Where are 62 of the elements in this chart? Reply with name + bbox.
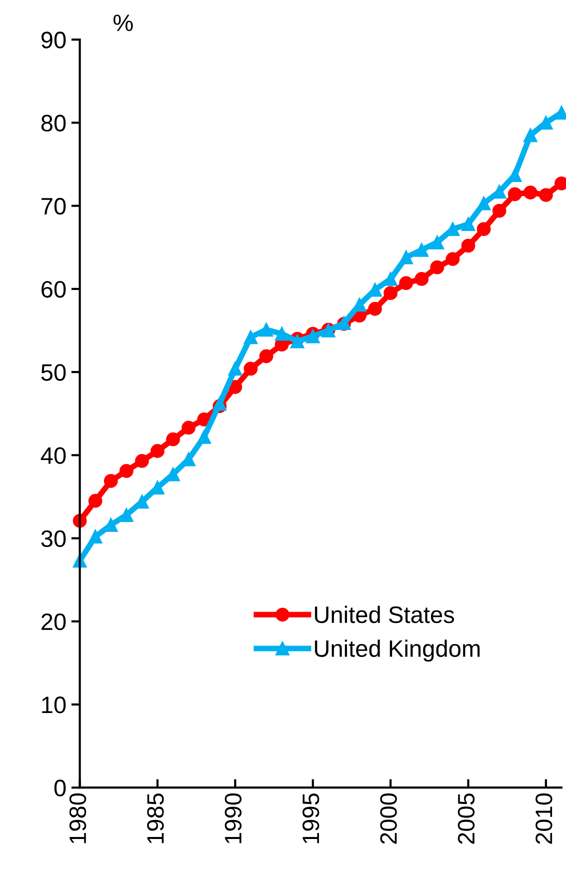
- point: [461, 238, 476, 253]
- legend-label: United States: [314, 606, 454, 624]
- point: [399, 250, 414, 264]
- point: [135, 454, 149, 468]
- y-tick-label: 90: [41, 32, 66, 48]
- y-tick-label: 40: [40, 447, 66, 464]
- point: [430, 260, 444, 274]
- point: [104, 474, 118, 488]
- point: [228, 362, 242, 376]
- point: [259, 349, 274, 364]
- point: [119, 508, 134, 522]
- x-tick-label: 2000: [380, 793, 397, 844]
- point: [306, 329, 320, 344]
- y-tick-label: 60: [42, 281, 66, 298]
- point: [290, 334, 304, 348]
- y-axis-title: %: [114, 14, 133, 32]
- point: [166, 432, 180, 446]
- x-tick-label: 2010: [536, 793, 552, 844]
- point: [119, 464, 134, 478]
- y-tick-label: 80: [41, 114, 66, 132]
- point: [182, 420, 196, 435]
- y-tick-label: 70: [42, 198, 66, 215]
- point: [492, 204, 506, 218]
- point: [508, 187, 522, 202]
- x-tick-label: 1995: [302, 793, 320, 844]
- point: [446, 252, 460, 266]
- point: [259, 322, 274, 337]
- point: [197, 412, 212, 426]
- y-tick-label: 0: [54, 780, 66, 796]
- point: [384, 286, 398, 300]
- point: [492, 184, 506, 199]
- point: [197, 430, 212, 444]
- y-tick-label: 10: [42, 696, 66, 714]
- point: [523, 186, 538, 200]
- point: [538, 188, 553, 202]
- point: [476, 222, 491, 236]
- point: [212, 396, 227, 411]
- point: [414, 242, 429, 257]
- point: [368, 302, 382, 316]
- point: [352, 298, 366, 312]
- point: [476, 196, 491, 210]
- point: [244, 330, 258, 344]
- point: [88, 530, 102, 544]
- point: [430, 235, 444, 250]
- point: [523, 128, 538, 142]
- y-tick-label: 20: [42, 613, 66, 630]
- x-tick-label: 1990: [224, 793, 242, 844]
- point: [244, 362, 258, 376]
- point: [274, 326, 289, 341]
- point: [384, 272, 398, 286]
- point: [399, 276, 414, 290]
- y-tick-label: 30: [41, 530, 66, 548]
- point: [228, 380, 242, 394]
- point: [461, 217, 476, 232]
- y-tick-label: 50: [41, 364, 66, 381]
- point: [88, 494, 102, 508]
- point: [150, 444, 164, 458]
- x-tick-label: 1980: [69, 793, 86, 844]
- legend-label: United Kingdom: [314, 640, 480, 662]
- point: [414, 272, 429, 286]
- x-tick-label: 2005: [458, 793, 475, 844]
- x-tick-label: 1985: [147, 793, 164, 844]
